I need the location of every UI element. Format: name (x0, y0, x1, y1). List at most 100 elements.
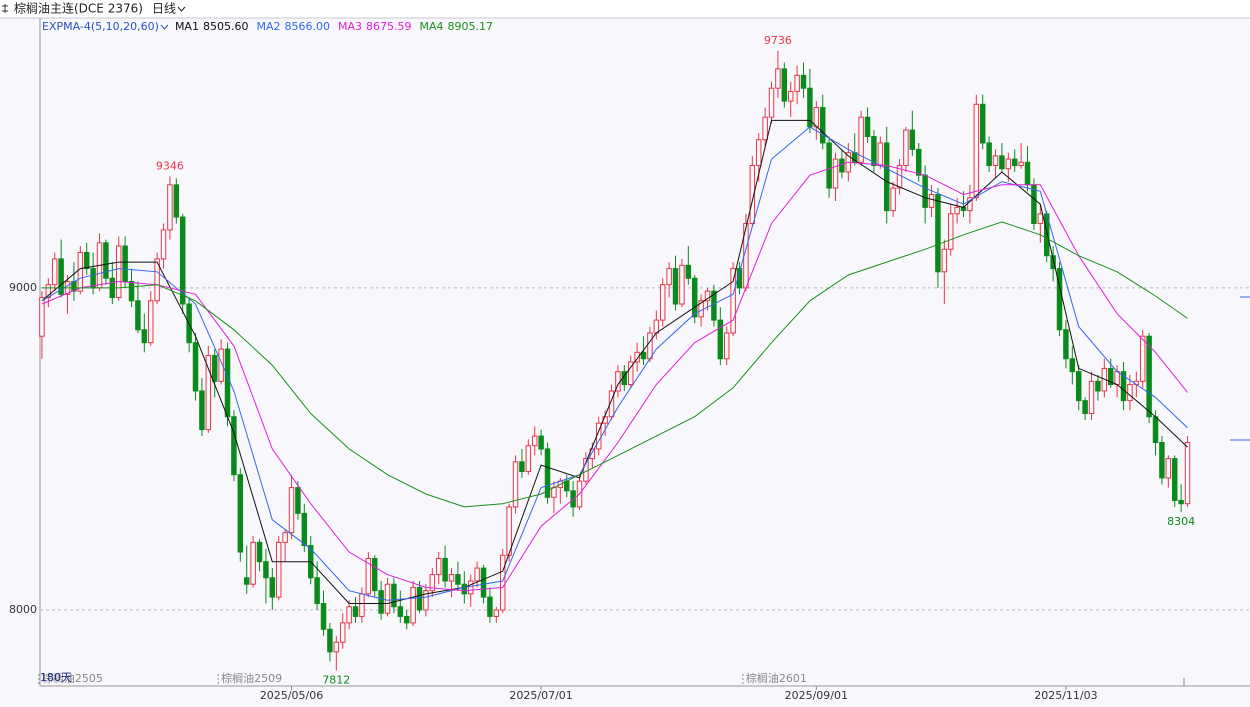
candle-body (531, 435, 538, 447)
days-label: 180天 (40, 671, 72, 684)
candle-body (1114, 371, 1120, 386)
legend-name: MA4 (419, 20, 443, 33)
candle-body (173, 184, 180, 218)
candle-body (237, 474, 244, 553)
candle-body (986, 142, 992, 167)
candle-body (1050, 255, 1056, 270)
candle-body (1037, 213, 1044, 224)
candle-body (455, 574, 461, 585)
candle-body (551, 487, 557, 498)
candle-body (1063, 329, 1069, 360)
extreme-label: 9346 (156, 159, 184, 172)
candle-body (224, 348, 231, 418)
candle-body (288, 487, 295, 534)
candle-body (839, 158, 845, 173)
candle-body (250, 541, 256, 585)
candle-body (320, 603, 327, 630)
candle-body (928, 194, 935, 208)
candle-body (1082, 400, 1088, 415)
symbol-title[interactable]: 棕榈油主连(DCE 2376) (14, 1, 143, 16)
candle-body (768, 87, 775, 118)
candle-body (954, 206, 960, 215)
candle-body (51, 258, 58, 286)
candle-body (512, 461, 519, 508)
x-tick-label: 2025/11/03 (1034, 689, 1097, 702)
candle-body (333, 641, 340, 653)
indicator-chevron (160, 24, 169, 30)
candle-body (672, 268, 679, 305)
indicator-label[interactable]: EXPMA-4(5,10,20,60) (42, 20, 159, 33)
candle-body (391, 583, 397, 608)
period-chevron[interactable] (177, 6, 186, 12)
candle-body (525, 445, 532, 472)
candle-body (461, 583, 468, 595)
candle-body (256, 541, 263, 563)
candle-body (1120, 371, 1127, 402)
header-icon[interactable] (2, 4, 8, 13)
candle-body (160, 229, 167, 260)
candle-body (730, 268, 736, 334)
candle-body (858, 116, 864, 163)
candle-body (1165, 458, 1172, 479)
candle-body (1005, 158, 1012, 170)
plot-area: 8000 9000 2025/05/06 2025/07/01 2025/09/01 20… (9, 34, 1250, 702)
candle-body (659, 284, 666, 321)
candle-body (979, 103, 986, 144)
candle-body (941, 248, 948, 273)
candle-body (1146, 335, 1152, 418)
x-tick-label: 2025/09/01 (785, 689, 848, 702)
candle-body (915, 148, 922, 176)
candle-body (999, 155, 1005, 170)
period-selector[interactable]: 日线 (152, 2, 176, 16)
candle-body (1095, 380, 1101, 392)
candle-body (1107, 367, 1114, 386)
candle-body (864, 116, 871, 138)
candle-body (397, 606, 404, 617)
candle-body (359, 593, 365, 617)
candle-body (365, 557, 372, 595)
candle-body (519, 461, 525, 472)
candle-body (474, 567, 480, 582)
ma-line (41, 221, 1188, 508)
candle-body (218, 348, 224, 382)
candle-body (352, 606, 359, 617)
candle-body (544, 448, 551, 498)
candle-body (871, 136, 877, 167)
candle-body (416, 586, 423, 611)
candle-body (890, 187, 896, 212)
candle-body (1031, 184, 1037, 224)
candle-body (487, 596, 493, 617)
candle-body (410, 586, 416, 624)
candle-body (295, 487, 301, 514)
candle-body (653, 319, 660, 334)
candle-body (877, 142, 884, 167)
candle-body (1011, 158, 1018, 167)
candle-body (922, 174, 928, 208)
candle-body (723, 332, 730, 360)
candle-body (1184, 442, 1191, 505)
legend-value: 8505.60 (203, 20, 249, 33)
legend-value: 8566.00 (284, 20, 330, 33)
candle-body (832, 158, 839, 189)
candle-body (384, 583, 391, 614)
x-tick-label: 2025/07/01 (509, 689, 572, 702)
candle-body (1024, 161, 1031, 186)
candle-body (755, 139, 762, 167)
candle-body (493, 609, 500, 617)
y-tick-label: 8000 (9, 603, 37, 616)
candle-body (435, 557, 442, 576)
extreme-label: 9736 (764, 34, 792, 47)
candle-body (909, 129, 916, 150)
candle-body (883, 142, 890, 212)
candle-body (442, 557, 448, 582)
candle-body (231, 416, 237, 476)
ma-line (41, 119, 1188, 604)
candle-body (179, 216, 186, 305)
candle-body (499, 554, 506, 611)
header-bar (0, 0, 1250, 18)
candle-body (1127, 384, 1133, 402)
candle-body (973, 103, 980, 199)
candle-body (467, 580, 474, 595)
candle-body (679, 264, 685, 305)
